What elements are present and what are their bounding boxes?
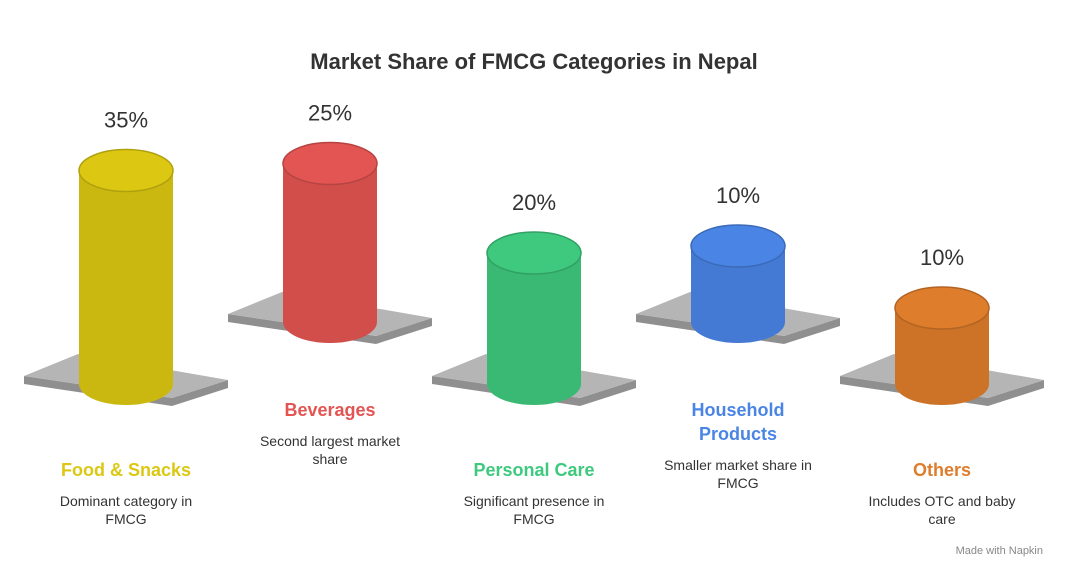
category-description: Second largest market share	[259, 433, 401, 467]
platform-side	[840, 376, 1044, 406]
platform-side	[432, 376, 636, 406]
bar	[79, 170, 173, 384]
value-label: 10%	[716, 183, 760, 208]
bar-top	[486, 231, 582, 275]
platform-side	[636, 314, 840, 344]
category-description: Dominant category in FMCG	[59, 493, 193, 527]
bar-top	[78, 148, 174, 193]
category-description: Significant presence in FMCG	[463, 493, 605, 527]
platform-side	[24, 376, 228, 406]
value-label: 20%	[512, 190, 556, 215]
value-label: 35%	[104, 107, 148, 132]
category-label: Personal Care	[473, 460, 595, 480]
value-label: 10%	[920, 245, 964, 270]
platform-side	[228, 314, 432, 344]
footer: Made with Napkin	[956, 545, 1043, 557]
chart-title: Market Share of FMCG Categories in Nepal	[310, 49, 757, 74]
category-label: Others	[912, 460, 972, 480]
bar-top	[894, 286, 990, 330]
category-label: Beverages	[284, 400, 376, 420]
category-label: Food & Snacks	[60, 460, 192, 480]
category-label: Household Products	[691, 400, 785, 444]
category-description: Smaller market share in FMCG	[664, 457, 812, 491]
bar	[487, 253, 581, 384]
bar-top	[690, 224, 786, 268]
category-description: Includes OTC and baby care	[868, 493, 1016, 527]
value-label: 25%	[308, 100, 352, 125]
bar	[283, 163, 377, 322]
bar-top	[282, 141, 378, 186]
